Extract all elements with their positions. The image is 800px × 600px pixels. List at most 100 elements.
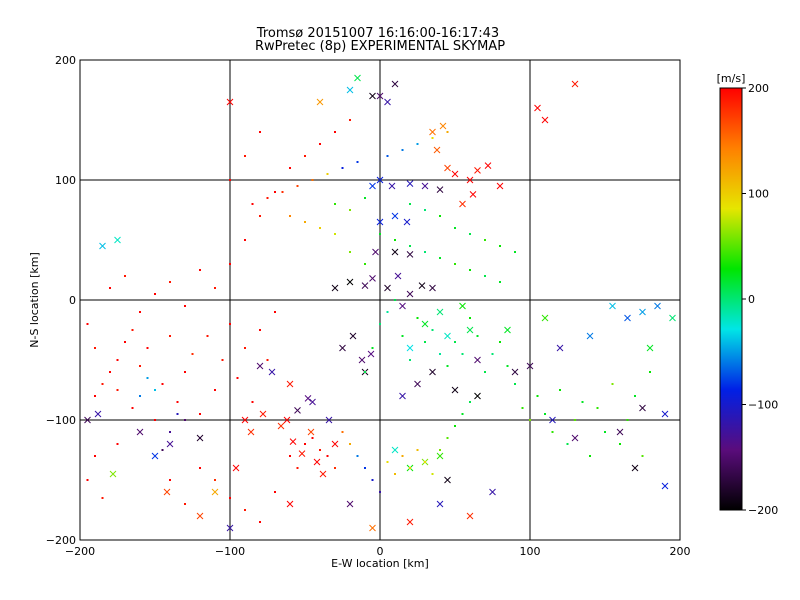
dot-marker — [86, 323, 89, 325]
dot-marker — [229, 497, 231, 499]
dot-marker — [154, 419, 156, 421]
x-marker — [474, 356, 481, 364]
dot-marker — [469, 269, 471, 271]
dot-marker — [161, 383, 164, 385]
x-marker — [166, 440, 174, 448]
dot-marker — [94, 395, 96, 397]
x-marker — [354, 74, 361, 82]
x-marker — [436, 308, 444, 316]
y-tick-label: 200 — [55, 54, 76, 67]
dot-marker — [514, 383, 516, 385]
x-marker — [226, 524, 234, 532]
dot-marker — [431, 473, 434, 475]
colorbar-tick-label: 100 — [748, 188, 769, 201]
x-marker — [661, 410, 669, 418]
dot-marker — [641, 455, 644, 457]
dot-marker — [169, 281, 171, 283]
x-marker — [639, 404, 646, 412]
x-marker — [331, 440, 339, 448]
x-marker — [526, 362, 534, 370]
dot-marker — [311, 179, 314, 181]
x-marker — [319, 470, 327, 478]
dot-marker — [424, 341, 426, 343]
chart-subtitle: RwPretec (8p) EXPERIMENTAL SKYMAP — [255, 39, 505, 54]
dot-marker — [206, 335, 209, 337]
dot-marker — [146, 347, 149, 349]
dot-marker — [416, 449, 419, 451]
x-tick-label: −200 — [65, 545, 95, 558]
dot-marker — [296, 467, 299, 469]
dot-marker — [551, 431, 554, 433]
dot-marker — [574, 419, 576, 421]
x-tick-label: 0 — [377, 545, 384, 558]
x-marker — [466, 176, 474, 184]
x-marker — [496, 182, 504, 190]
x-marker — [241, 416, 249, 424]
colorbar-tick-label: 200 — [748, 82, 769, 95]
x-marker — [459, 302, 466, 310]
dot-marker — [199, 413, 201, 415]
y-axis-ticks: −200 −100 0 100 200 — [46, 54, 680, 547]
x-marker — [289, 438, 297, 445]
dot-marker — [529, 419, 531, 421]
x-tick-label: −100 — [215, 545, 245, 558]
x-marker — [84, 416, 91, 424]
x-marker — [444, 164, 451, 172]
dot-marker — [184, 371, 186, 373]
dot-marker — [274, 491, 276, 493]
dot-marker — [169, 335, 171, 337]
x-marker — [406, 518, 414, 526]
dot-marker — [484, 371, 486, 373]
dot-marker — [469, 401, 471, 403]
dot-marker — [251, 401, 254, 403]
colorbar-tick-label: −100 — [748, 399, 778, 412]
x-marker — [571, 80, 579, 88]
x-marker — [474, 167, 481, 174]
x-marker — [391, 212, 399, 220]
dot-marker — [499, 281, 501, 283]
x-marker — [399, 302, 406, 310]
dot-marker — [619, 443, 621, 445]
x-marker — [391, 446, 399, 454]
x-marker — [436, 186, 444, 193]
dot-marker — [461, 353, 464, 355]
x-marker — [418, 282, 426, 289]
dot-marker — [394, 239, 396, 241]
x-marker — [556, 344, 564, 352]
x-marker — [504, 326, 511, 334]
x-marker — [307, 428, 315, 436]
dot-marker — [626, 419, 629, 421]
x-marker — [394, 272, 402, 280]
x-marker — [109, 470, 117, 478]
dot-marker — [514, 251, 516, 253]
dot-marker — [214, 389, 216, 391]
dot-marker — [326, 455, 329, 457]
x-marker — [226, 98, 234, 106]
x-marker — [459, 200, 466, 208]
dot-marker — [371, 347, 374, 349]
x-marker — [283, 416, 291, 424]
dot-marker — [386, 311, 389, 313]
colorbar-gradient — [719, 87, 743, 511]
dot-marker — [341, 167, 344, 169]
dot-marker — [454, 425, 456, 427]
dot-marker — [409, 359, 411, 361]
x-marker — [406, 290, 414, 298]
dot-marker — [319, 143, 321, 145]
dot-marker — [334, 203, 336, 205]
x-marker — [309, 398, 316, 406]
dot-marker — [386, 461, 389, 463]
dot-marker — [589, 455, 591, 457]
dot-marker — [454, 341, 456, 343]
x-tick-label: 200 — [670, 545, 691, 558]
x-marker — [669, 314, 676, 322]
x-marker — [94, 410, 102, 418]
x-marker — [403, 218, 411, 226]
dot-marker — [439, 449, 441, 451]
dot-marker — [484, 275, 486, 277]
plot-area: −200 −100 0 100 200 −200 −100 0 100 200 — [46, 54, 691, 558]
dot-marker — [191, 353, 194, 355]
x-marker — [369, 182, 376, 190]
x-marker — [376, 92, 384, 100]
x-marker — [384, 284, 391, 292]
